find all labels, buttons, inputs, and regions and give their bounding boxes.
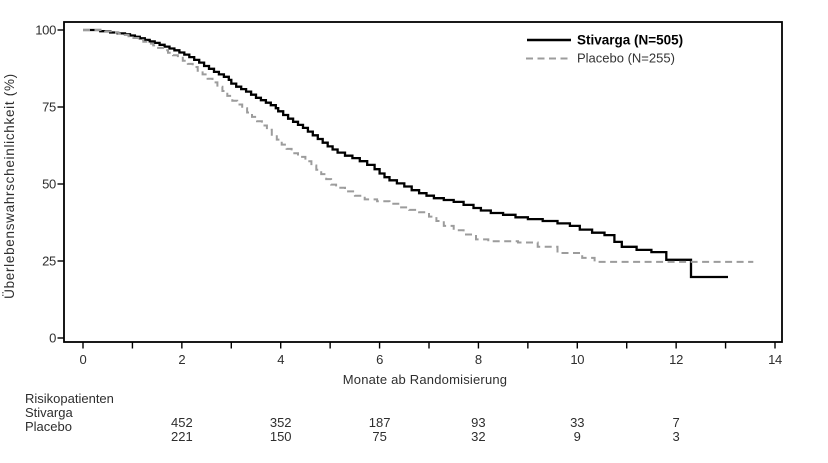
risk-table: Risikopatienten Stivarga Placebo 452 352… (25, 391, 680, 444)
risk-count-placebo-m10: 9 (574, 429, 581, 444)
risk-table-title: Risikopatienten (25, 391, 114, 406)
x-tick-label-8: 8 (475, 352, 482, 367)
x-tick-label-14: 14 (768, 352, 782, 367)
y-tick-label-75: 75 (42, 100, 56, 115)
risk-row-label-stivarga: Stivarga (25, 405, 73, 420)
risk-count-stivarga-m8: 93 (471, 415, 485, 430)
x-axis-title: Monate ab Randomisierung (343, 372, 508, 387)
legend-label-placebo: Placebo (N=255) (577, 51, 675, 66)
legend-label-stivarga: Stivarga (N=505) (577, 33, 683, 48)
curve-stivarga (83, 28, 728, 279)
legend: Stivarga (N=505) Placebo (N=255) (526, 33, 683, 66)
axis-ticks (57, 29, 776, 349)
risk-count-stivarga-m6: 187 (369, 415, 391, 430)
x-tick-label-10: 10 (570, 352, 584, 367)
survival-curves (83, 28, 754, 279)
x-tick-label-2: 2 (178, 352, 185, 367)
x-tick-label-0: 0 (80, 352, 87, 367)
risk-count-placebo-m4: 150 (270, 429, 292, 444)
x-tick-label-4: 4 (277, 352, 284, 367)
risk-count-stivarga-m2: 452 (171, 415, 193, 430)
risk-count-stivarga-m10: 33 (570, 415, 584, 430)
y-tick-label-50: 50 (42, 177, 56, 192)
curve-placebo (83, 29, 754, 263)
x-tick-label-6: 6 (376, 352, 383, 367)
risk-count-placebo-m2: 221 (171, 429, 193, 444)
y-tick-label-25: 25 (42, 254, 56, 269)
x-tick-label-12: 12 (669, 352, 683, 367)
risk-count-placebo-m8: 32 (471, 429, 485, 444)
plot-area-border (63, 21, 783, 343)
risk-count-placebo-m6: 75 (372, 429, 386, 444)
y-axis-title: Überlebenswahrscheinlichkeit (%) (2, 73, 17, 299)
risk-count-stivarga-m4: 352 (270, 415, 292, 430)
risk-count-stivarga-m12: 7 (672, 415, 679, 430)
y-tick-label-0: 0 (49, 331, 56, 346)
y-tick-label-100: 100 (35, 23, 56, 38)
risk-count-placebo-m12: 3 (672, 429, 679, 444)
risk-row-label-placebo: Placebo (25, 419, 72, 434)
